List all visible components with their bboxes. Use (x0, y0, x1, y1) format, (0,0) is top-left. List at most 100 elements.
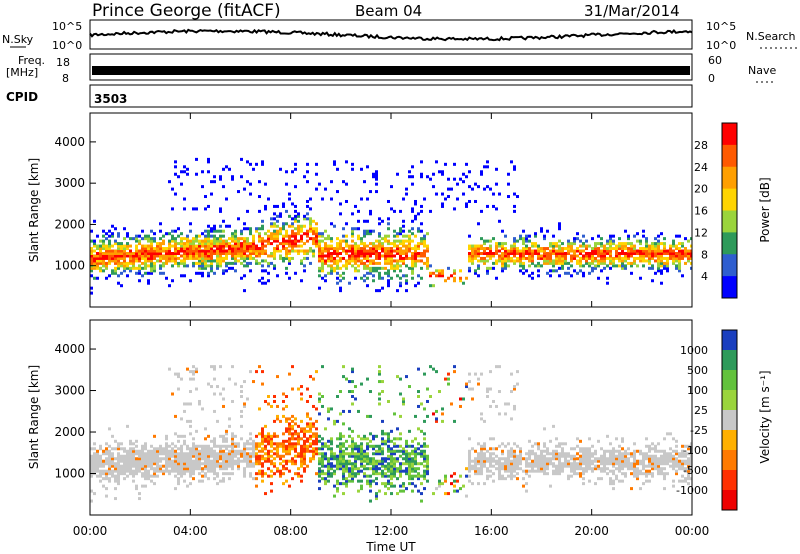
heatmap-cell (372, 459, 375, 463)
heatmap-cell (366, 457, 369, 461)
heatmap-cell (390, 185, 393, 189)
heatmap-cell (612, 256, 615, 260)
heatmap-cell (270, 234, 273, 238)
heatmap-cell (192, 242, 195, 246)
heatmap-cell (609, 452, 612, 456)
heatmap-cell (270, 482, 273, 486)
heatmap-cell (510, 454, 513, 458)
heatmap-cell (585, 449, 588, 453)
heatmap-cell (213, 365, 216, 369)
heatmap-cell (219, 229, 222, 233)
heatmap-cell (597, 439, 600, 443)
heatmap-cell (414, 284, 417, 288)
heatmap-cell (123, 227, 126, 231)
colorbar-segment (722, 370, 737, 391)
heatmap-cell (240, 395, 243, 398)
heatmap-cell (147, 449, 150, 453)
heatmap-cell (138, 462, 141, 466)
heatmap-cell (351, 232, 354, 236)
heatmap-cell (165, 444, 168, 448)
heatmap-cell (642, 452, 645, 456)
heatmap-cell (672, 261, 675, 265)
heatmap-cell (633, 259, 636, 263)
heatmap-cell (192, 249, 195, 253)
heatmap-cell (210, 439, 213, 443)
heatmap-cell (687, 482, 690, 486)
heatmap-cell (213, 437, 216, 441)
heatmap-cell (624, 264, 627, 268)
heatmap-cell (237, 442, 240, 446)
heatmap-cell (417, 254, 420, 258)
heatmap-cell (402, 399, 405, 403)
heatmap-cell (501, 452, 504, 456)
heatmap-cell (537, 447, 540, 451)
heatmap-cell (423, 419, 426, 423)
heatmap-cell (567, 251, 570, 255)
heatmap-cell (342, 276, 345, 280)
heatmap-cell (99, 269, 102, 273)
heatmap-cell (402, 256, 405, 260)
heatmap-cell (405, 462, 408, 466)
heatmap-cell (489, 244, 492, 248)
heatmap-cell (318, 447, 321, 451)
heatmap-cell (399, 242, 402, 246)
heatmap-cell (258, 444, 261, 448)
heatmap-cell (246, 261, 249, 265)
heatmap-cell (594, 452, 597, 456)
heatmap-cell (471, 259, 474, 263)
heatmap-cell (186, 462, 189, 466)
heatmap-cell (249, 242, 252, 246)
heatmap-cell (510, 249, 513, 253)
heatmap-cell (477, 459, 480, 463)
heatmap-cell (423, 249, 426, 253)
heatmap-cell (201, 244, 204, 248)
heatmap-cell (264, 281, 267, 285)
heatmap-cell (354, 467, 357, 471)
heatmap-cell (330, 442, 333, 446)
heatmap-cell (483, 239, 486, 243)
heatmap-cell (378, 239, 381, 243)
heatmap-cell (603, 249, 606, 253)
heatmap-cell (249, 162, 252, 166)
heatmap-cell (645, 444, 648, 448)
heatmap-cell (111, 454, 114, 458)
heatmap-cell (492, 266, 495, 270)
heatmap-cell (684, 261, 687, 265)
heatmap-cell (366, 284, 369, 288)
heatmap-cell (177, 452, 180, 456)
heatmap-cell (672, 242, 675, 246)
heatmap-cell (543, 251, 546, 255)
heatmap-cell (222, 477, 225, 481)
heatmap-cell (225, 249, 228, 253)
heatmap-cell (351, 212, 354, 216)
heatmap-cell (270, 439, 273, 443)
heatmap-cell (549, 452, 552, 456)
heatmap-cell (294, 185, 297, 189)
heatmap-cell (153, 251, 156, 255)
heatmap-cell (423, 454, 426, 458)
heatmap-cell (114, 497, 117, 501)
heatmap-cell (399, 377, 402, 381)
heatmap-cell (372, 259, 375, 263)
heatmap-cell (612, 482, 615, 486)
heatmap-cell (306, 180, 309, 184)
heatmap-cell (351, 370, 354, 374)
heatmap-cell (246, 160, 249, 164)
heatmap-cell (276, 449, 279, 453)
heatmap-cell (591, 454, 594, 458)
heatmap-cell (468, 469, 471, 473)
heatmap-cell (138, 249, 141, 253)
heatmap-cell (393, 412, 396, 416)
heatmap-cell (180, 170, 183, 174)
heatmap-cell (258, 254, 261, 258)
heatmap-cell (300, 261, 303, 265)
heatmap-cell (156, 244, 159, 248)
heatmap-cell (231, 177, 234, 181)
heatmap-cell (657, 259, 660, 263)
heatmap-cell (207, 229, 210, 233)
heatmap-cell (318, 392, 321, 396)
heatmap-cell (141, 256, 144, 260)
heatmap-cell (309, 434, 312, 438)
heatmap-cell (366, 256, 369, 260)
heatmap-cell (495, 167, 498, 171)
